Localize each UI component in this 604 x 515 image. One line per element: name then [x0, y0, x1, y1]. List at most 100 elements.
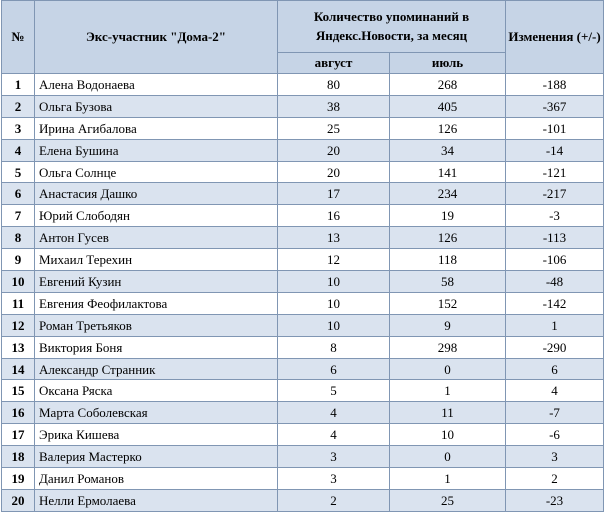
header-change: Изменения (+/-) — [505, 0, 604, 74]
change-value: -367 — [505, 94, 604, 118]
change-value: 2 — [505, 467, 604, 490]
july-mentions: 405 — [388, 94, 507, 118]
table-row: 20 Нелли Ермолаева 2 25 -23 — [1, 488, 604, 512]
participant-name: Евгений Кузин — [34, 270, 278, 293]
july-mentions: 126 — [388, 226, 507, 250]
table-row: 19 Данил Романов 3 1 2 — [1, 467, 604, 490]
july-mentions: 11 — [388, 401, 507, 425]
participant-name: Елена Бушина — [34, 138, 278, 162]
change-value: -290 — [505, 335, 604, 359]
august-mentions: 3 — [277, 445, 390, 469]
table-row: 9 Михаил Терехин 12 118 -106 — [1, 248, 604, 272]
rank-cell: 3 — [1, 116, 35, 140]
july-mentions: 268 — [388, 73, 507, 96]
rank-cell: 20 — [1, 488, 35, 512]
table-row: 8 Антон Гусев 13 126 -113 — [1, 226, 604, 250]
header-july: июль — [388, 52, 507, 74]
participant-name: Михаил Терехин — [34, 248, 278, 272]
rank-cell: 11 — [1, 291, 35, 315]
table-row: 15 Оксана Ряска 5 1 4 — [1, 379, 604, 403]
august-mentions: 10 — [277, 270, 390, 293]
rank-cell: 14 — [1, 357, 35, 381]
participant-name: Эрика Кишева — [34, 423, 278, 447]
july-mentions: 34 — [388, 138, 507, 162]
august-mentions: 80 — [277, 73, 390, 96]
table-row: 16 Марта Соболевская 4 11 -7 — [1, 401, 604, 425]
table-row: 6 Анастасия Дашко 17 234 -217 — [1, 182, 604, 206]
change-value: -3 — [505, 204, 604, 228]
august-mentions: 5 — [277, 379, 390, 403]
rank-cell: 18 — [1, 445, 35, 469]
rank-cell: 16 — [1, 401, 35, 425]
header-participant: Экс-участник "Дома-2" — [34, 0, 278, 74]
august-mentions: 4 — [277, 423, 390, 447]
table-row: 2 Ольга Бузова 38 405 -367 — [1, 94, 604, 118]
august-mentions: 20 — [277, 160, 390, 184]
change-value: -101 — [505, 116, 604, 140]
table-row: 10 Евгений Кузин 10 58 -48 — [1, 270, 604, 293]
change-value: -121 — [505, 160, 604, 184]
change-value: -14 — [505, 138, 604, 162]
participant-name: Марта Соболевская — [34, 401, 278, 425]
rank-cell: 17 — [1, 423, 35, 447]
august-mentions: 17 — [277, 182, 390, 206]
rank-cell: 1 — [1, 73, 35, 96]
participant-name: Ирина Агибалова — [34, 116, 278, 140]
header-august: август — [277, 52, 390, 74]
july-mentions: 9 — [388, 313, 507, 337]
table-row: 1 Алена Водонаева 80 268 -188 — [1, 73, 604, 96]
rank-cell: 7 — [1, 204, 35, 228]
august-mentions: 25 — [277, 116, 390, 140]
change-value: -7 — [505, 401, 604, 425]
change-value: -6 — [505, 423, 604, 447]
change-value: -106 — [505, 248, 604, 272]
participant-name: Данил Романов — [34, 467, 278, 490]
july-mentions: 19 — [388, 204, 507, 228]
august-mentions: 38 — [277, 94, 390, 118]
table-row: 7 Юрий Слободян 16 19 -3 — [1, 204, 604, 228]
participant-name: Ольга Бузова — [34, 94, 278, 118]
rank-cell: 2 — [1, 94, 35, 118]
august-mentions: 10 — [277, 291, 390, 315]
august-mentions: 4 — [277, 401, 390, 425]
participant-name: Антон Гусев — [34, 226, 278, 250]
july-mentions: 126 — [388, 116, 507, 140]
participant-name: Алена Водонаева — [34, 73, 278, 96]
july-mentions: 25 — [388, 488, 507, 512]
rank-cell: 13 — [1, 335, 35, 359]
rank-cell: 5 — [1, 160, 35, 184]
change-value: 6 — [505, 357, 604, 381]
participant-name: Анастасия Дашко — [34, 182, 278, 206]
change-value: -217 — [505, 182, 604, 206]
participant-name: Роман Третьяков — [34, 313, 278, 337]
table-row: 13 Виктория Боня 8 298 -290 — [1, 335, 604, 359]
table-row: 11 Евгения Феофилактова 10 152 -142 — [1, 291, 604, 315]
table-row: 12 Роман Третьяков 10 9 1 — [1, 313, 604, 337]
rank-cell: 12 — [1, 313, 35, 337]
august-mentions: 16 — [277, 204, 390, 228]
participant-name: Нелли Ермолаева — [34, 488, 278, 512]
table-row: 18 Валерия Мастерко 3 0 3 — [1, 445, 604, 469]
participant-name: Валерия Мастерко — [34, 445, 278, 469]
july-mentions: 58 — [388, 270, 507, 293]
august-mentions: 6 — [277, 357, 390, 381]
table-row: 5 Ольга Солнце 20 141 -121 — [1, 160, 604, 184]
august-mentions: 10 — [277, 313, 390, 337]
participant-name: Евгения Феофилактова — [34, 291, 278, 315]
rank-cell: 8 — [1, 226, 35, 250]
participant-name: Юрий Слободян — [34, 204, 278, 228]
rank-cell: 19 — [1, 467, 35, 490]
august-mentions: 3 — [277, 467, 390, 490]
participant-name: Ольга Солнце — [34, 160, 278, 184]
participant-name: Виктория Боня — [34, 335, 278, 359]
july-mentions: 152 — [388, 291, 507, 315]
july-mentions: 10 — [388, 423, 507, 447]
change-value: -142 — [505, 291, 604, 315]
july-mentions: 118 — [388, 248, 507, 272]
table-row: 4 Елена Бушина 20 34 -14 — [1, 138, 604, 162]
rank-cell: 6 — [1, 182, 35, 206]
august-mentions: 20 — [277, 138, 390, 162]
table-row: 17 Эрика Кишева 4 10 -6 — [1, 423, 604, 447]
august-mentions: 8 — [277, 335, 390, 359]
